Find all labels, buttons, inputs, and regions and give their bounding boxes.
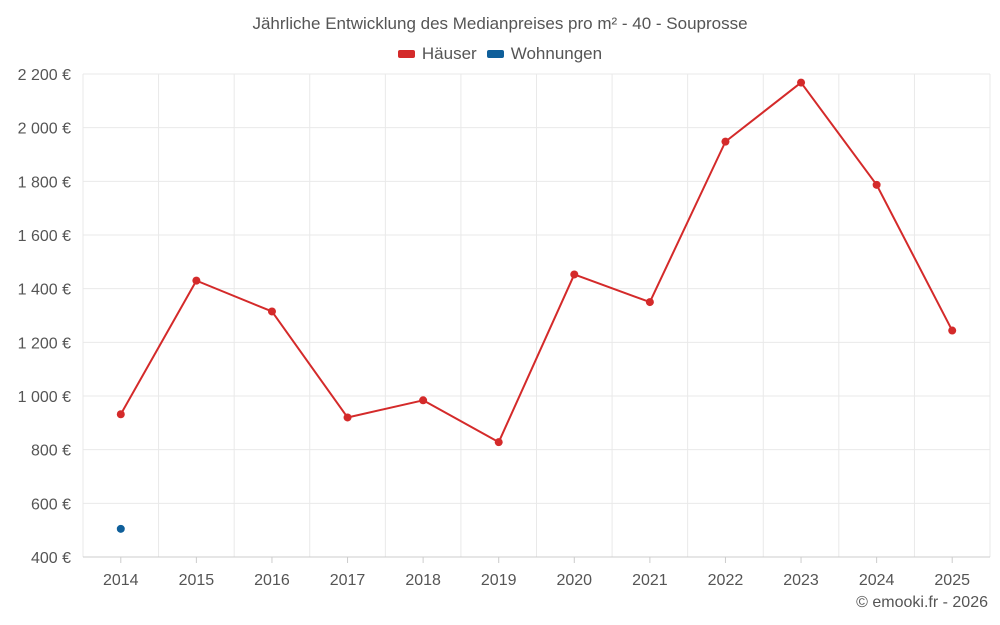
x-tick-label: 2023 <box>783 572 819 589</box>
data-point-haeuser[interactable] <box>797 78 806 87</box>
x-tick-label: 2025 <box>934 572 970 589</box>
y-tick-label: 600 € <box>31 496 71 513</box>
x-tick-label: 2014 <box>103 572 139 589</box>
x-tick-label: 2022 <box>708 572 744 589</box>
data-point-haeuser[interactable] <box>116 410 125 419</box>
data-point-haeuser[interactable] <box>494 438 503 447</box>
data-point-haeuser[interactable] <box>645 298 654 307</box>
y-tick-label: 800 € <box>31 443 71 460</box>
data-point-haeuser[interactable] <box>343 413 352 422</box>
data-point-haeuser[interactable] <box>948 326 957 335</box>
y-tick-label: 1 000 € <box>18 389 71 406</box>
legend-label-wohnungen: Wohnungen <box>510 44 603 63</box>
x-tick-label: 2024 <box>859 572 895 589</box>
x-tick-label: 2016 <box>254 572 290 589</box>
data-point-haeuser[interactable] <box>267 307 276 316</box>
series-line-haeuser <box>119 81 954 444</box>
legend-swatch-wohnungen <box>486 50 504 58</box>
x-tick-label: 2020 <box>556 572 592 589</box>
credit-text: © emooki.fr - 2026 <box>856 594 988 611</box>
chart-legend: Häuser Wohnungen <box>0 44 1000 64</box>
y-tick-label: 1 800 € <box>18 174 71 191</box>
legend-label-haeuser: Häuser <box>421 44 477 63</box>
data-point-haeuser[interactable] <box>721 137 730 146</box>
x-tick-label: 2021 <box>632 572 668 589</box>
data-point-haeuser[interactable] <box>419 396 428 405</box>
y-tick-label: 400 € <box>31 550 71 567</box>
data-point-haeuser[interactable] <box>872 180 881 189</box>
y-tick-label: 1 200 € <box>18 335 71 352</box>
chart-title: Jährliche Entwicklung des Medianpreises … <box>252 14 748 33</box>
x-tick-label: 2019 <box>481 572 517 589</box>
legend-item-haeuser[interactable]: Häuser <box>397 44 477 64</box>
data-point-haeuser[interactable] <box>192 276 201 285</box>
y-tick-label: 1 600 € <box>18 228 71 245</box>
legend-item-wohnungen[interactable]: Wohnungen <box>486 44 603 64</box>
x-tick-label: 2015 <box>179 572 215 589</box>
data-point-wohnungen[interactable] <box>116 524 125 533</box>
y-tick-label: 2 000 € <box>18 121 71 138</box>
y-tick-label: 2 200 € <box>18 67 71 84</box>
x-tick-label: 2017 <box>330 572 366 589</box>
data-point-haeuser[interactable] <box>570 270 579 279</box>
y-tick-label: 1 400 € <box>18 282 71 299</box>
legend-swatch-haeuser <box>397 50 415 58</box>
x-tick-label: 2018 <box>405 572 441 589</box>
